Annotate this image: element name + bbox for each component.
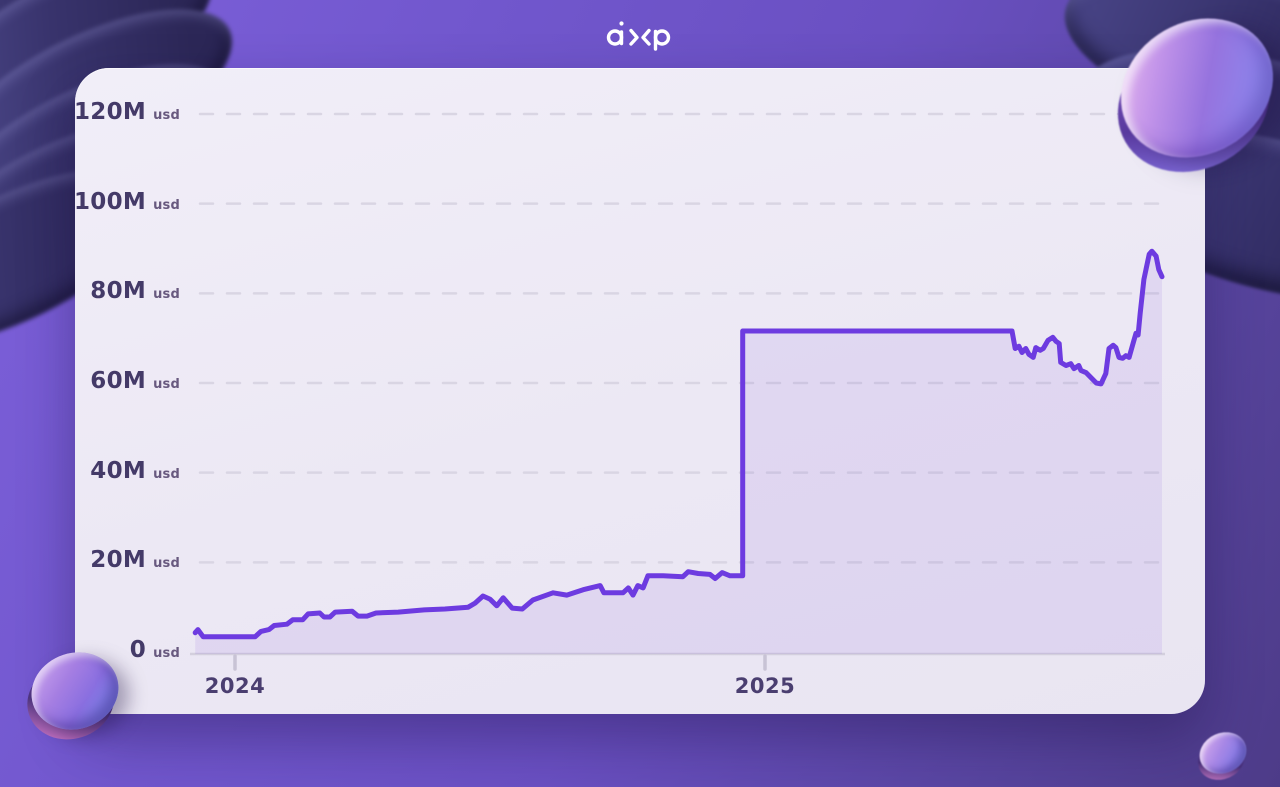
y-axis-value: 120M: [73, 99, 147, 125]
y-axis-value: 0: [129, 637, 147, 663]
y-axis-label: 60M usd: [90, 368, 180, 394]
y-axis-label: 40M usd: [90, 458, 180, 484]
y-axis-unit: usd: [153, 556, 180, 572]
y-axis-unit: usd: [153, 646, 180, 661]
axp-logo-icon: [606, 21, 671, 51]
y-axis-unit: usd: [153, 377, 180, 392]
y-axis-value: 80M: [90, 278, 147, 305]
y-axis-value: 20M: [90, 547, 147, 574]
y-axis-label: 0 usd: [130, 637, 180, 663]
y-axis-label: 120M usd: [74, 99, 180, 125]
y-axis-label: 100M usd: [74, 189, 180, 215]
series-area-fill: [195, 251, 1162, 654]
y-axis-label: 20M usd: [90, 547, 180, 573]
y-axis-unit: usd: [153, 197, 180, 213]
x-axis-label: 2025: [734, 674, 796, 698]
axp-logo: axp: [0, 17, 1280, 51]
series-line[interactable]: [192, 248, 1165, 640]
y-axis-value: 60M: [90, 368, 147, 394]
y-axis-value: 40M: [90, 457, 147, 484]
chart-card: [75, 68, 1205, 714]
y-axis-value: 100M: [73, 188, 147, 215]
y-axis-label: 80M usd: [90, 278, 180, 304]
y-axis-unit: usd: [153, 108, 180, 123]
y-axis-unit: usd: [153, 466, 180, 482]
y-axis-unit: usd: [153, 287, 180, 303]
x-axis-label: 2024: [204, 674, 266, 698]
